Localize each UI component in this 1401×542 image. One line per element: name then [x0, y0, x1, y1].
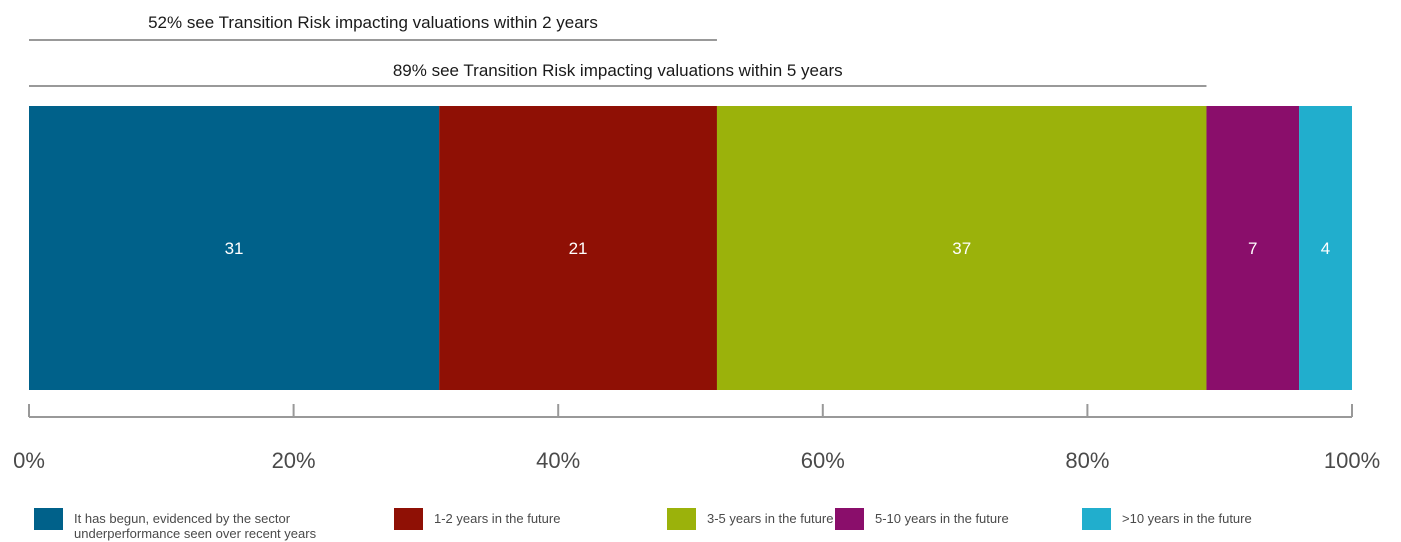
data-label: 21 [569, 239, 588, 258]
bar-segment [716, 106, 1207, 390]
legend-label: 1-2 years in the future [434, 511, 560, 526]
legend-swatch [394, 508, 423, 530]
bar-segment [1299, 106, 1352, 390]
legend-swatch [667, 508, 696, 530]
legend-label: It has begun, evidenced by the sector [74, 511, 291, 526]
data-label: 37 [952, 239, 971, 258]
x-tick-label: 0% [13, 448, 45, 473]
legend-swatch [835, 508, 864, 530]
bar-segment [439, 106, 717, 390]
x-tick-label: 100% [1324, 448, 1380, 473]
legend-label: underperformance seen over recent years [74, 526, 317, 541]
legend-label: 5-10 years in the future [875, 511, 1009, 526]
annotation-text: 89% see Transition Risk impacting valuat… [393, 61, 843, 80]
x-tick-label: 80% [1065, 448, 1109, 473]
bar-segment [1206, 106, 1300, 390]
legend-swatch [34, 508, 63, 530]
data-label: 7 [1248, 239, 1257, 258]
x-tick-label: 60% [801, 448, 845, 473]
legend-swatch [1082, 508, 1111, 530]
bar-segment [29, 106, 440, 390]
legend-label: 3-5 years in the future [707, 511, 833, 526]
annotation-text: 52% see Transition Risk impacting valuat… [148, 13, 598, 32]
data-label: 31 [225, 239, 244, 258]
data-label: 4 [1321, 239, 1330, 258]
x-tick-label: 40% [536, 448, 580, 473]
x-tick-label: 20% [272, 448, 316, 473]
legend-label: >10 years in the future [1122, 511, 1252, 526]
